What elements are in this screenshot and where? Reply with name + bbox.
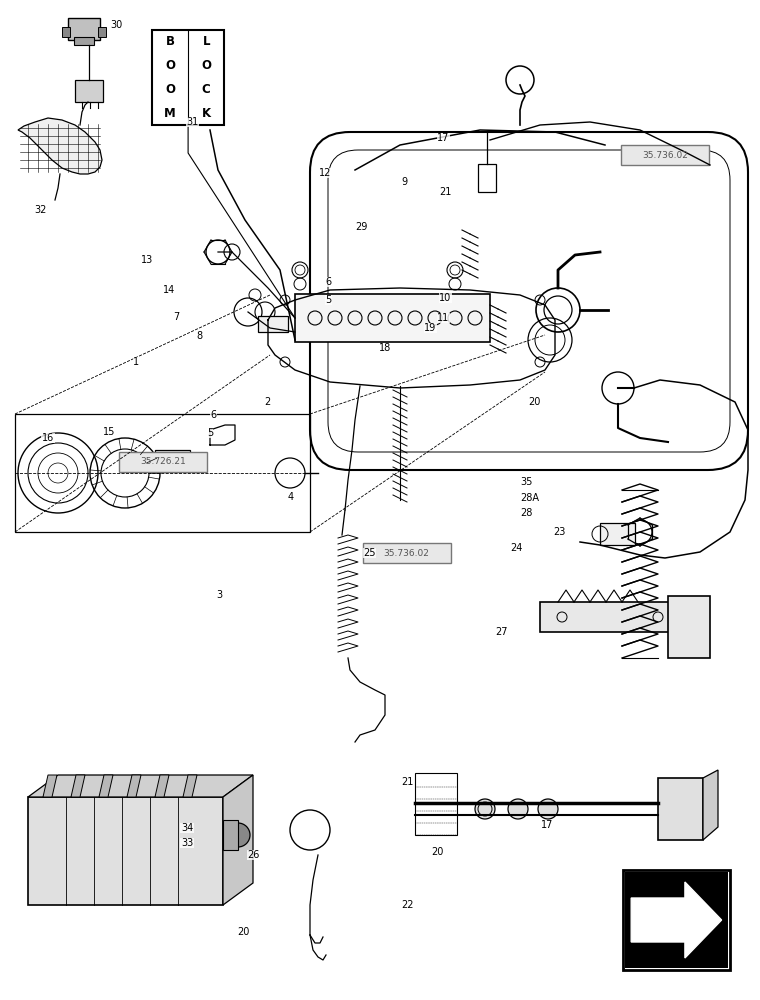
Text: 28A: 28A — [521, 493, 540, 503]
Polygon shape — [223, 775, 253, 905]
Bar — [98, 27, 106, 37]
Text: 24: 24 — [511, 543, 523, 553]
Text: 6: 6 — [211, 410, 217, 420]
Text: 1: 1 — [133, 357, 139, 367]
Text: 19: 19 — [424, 323, 436, 333]
Bar — [415, 773, 457, 835]
Bar — [223, 820, 238, 850]
Text: O: O — [165, 83, 175, 96]
Bar — [363, 543, 451, 563]
Text: 17: 17 — [437, 133, 449, 143]
Text: 14: 14 — [163, 285, 176, 295]
Text: B: B — [166, 35, 175, 48]
Text: 27: 27 — [496, 627, 508, 637]
Text: 4: 4 — [287, 492, 293, 502]
Text: O: O — [201, 59, 211, 72]
Text: 20: 20 — [237, 927, 249, 937]
Text: 35.726.21: 35.726.21 — [141, 458, 186, 466]
Polygon shape — [71, 775, 85, 797]
Bar — [28, 797, 223, 905]
Circle shape — [538, 799, 558, 819]
Circle shape — [508, 799, 528, 819]
Text: 35: 35 — [521, 477, 533, 487]
Text: O: O — [165, 59, 175, 72]
Text: 5: 5 — [207, 428, 213, 438]
Polygon shape — [632, 882, 721, 958]
Text: 28: 28 — [521, 508, 533, 518]
Text: C: C — [201, 83, 211, 96]
Polygon shape — [43, 775, 57, 797]
Polygon shape — [703, 770, 718, 840]
Bar — [62, 27, 70, 37]
Text: 21: 21 — [439, 187, 451, 197]
Bar — [668, 596, 710, 658]
Text: 9: 9 — [401, 177, 407, 187]
Bar — [621, 145, 709, 165]
Text: 31: 31 — [186, 117, 198, 127]
Text: 2: 2 — [264, 397, 271, 407]
Text: 18: 18 — [378, 343, 391, 353]
Text: 10: 10 — [439, 293, 451, 303]
Text: 6: 6 — [325, 277, 331, 287]
Bar — [540, 602, 695, 632]
Text: 30: 30 — [110, 20, 122, 30]
Text: 35.736.02: 35.736.02 — [642, 150, 688, 159]
Text: 29: 29 — [356, 222, 368, 232]
Text: 12: 12 — [319, 168, 331, 178]
Text: 13: 13 — [141, 255, 153, 265]
Polygon shape — [99, 775, 113, 797]
Polygon shape — [183, 775, 197, 797]
Text: L: L — [202, 35, 210, 48]
Text: 8: 8 — [196, 331, 202, 341]
Polygon shape — [155, 775, 169, 797]
Text: 25: 25 — [363, 548, 375, 558]
Text: 20: 20 — [528, 397, 540, 407]
Bar — [600, 523, 635, 545]
Polygon shape — [127, 775, 141, 797]
Text: 23: 23 — [553, 527, 565, 537]
Bar — [658, 778, 703, 840]
Text: 33: 33 — [181, 838, 193, 848]
Bar — [152, 30, 224, 125]
Text: 26: 26 — [247, 850, 259, 860]
Bar — [625, 872, 727, 968]
Text: 21: 21 — [401, 777, 413, 787]
Polygon shape — [18, 118, 102, 174]
Circle shape — [475, 799, 495, 819]
Circle shape — [226, 823, 250, 847]
Text: 22: 22 — [401, 900, 413, 910]
Text: M: M — [164, 107, 176, 120]
Bar — [478, 164, 496, 192]
Text: 5: 5 — [325, 295, 331, 305]
Bar — [623, 870, 730, 970]
Text: 35.736.02: 35.736.02 — [384, 548, 429, 558]
Text: 15: 15 — [103, 427, 115, 437]
Text: 32: 32 — [34, 205, 46, 215]
Bar — [119, 452, 207, 472]
Text: 17: 17 — [541, 820, 553, 830]
Bar — [15, 414, 310, 532]
Text: K: K — [201, 107, 211, 120]
Text: 11: 11 — [437, 313, 449, 323]
Bar — [74, 37, 94, 45]
Text: 20: 20 — [432, 847, 444, 857]
Polygon shape — [28, 775, 253, 797]
Bar — [155, 450, 190, 468]
Bar — [295, 294, 490, 342]
Text: 34: 34 — [181, 823, 193, 833]
Bar — [68, 18, 100, 40]
Bar — [258, 316, 288, 332]
Text: 3: 3 — [217, 590, 223, 600]
Text: 7: 7 — [173, 312, 179, 322]
Text: 16: 16 — [42, 433, 54, 443]
Bar — [75, 80, 103, 102]
